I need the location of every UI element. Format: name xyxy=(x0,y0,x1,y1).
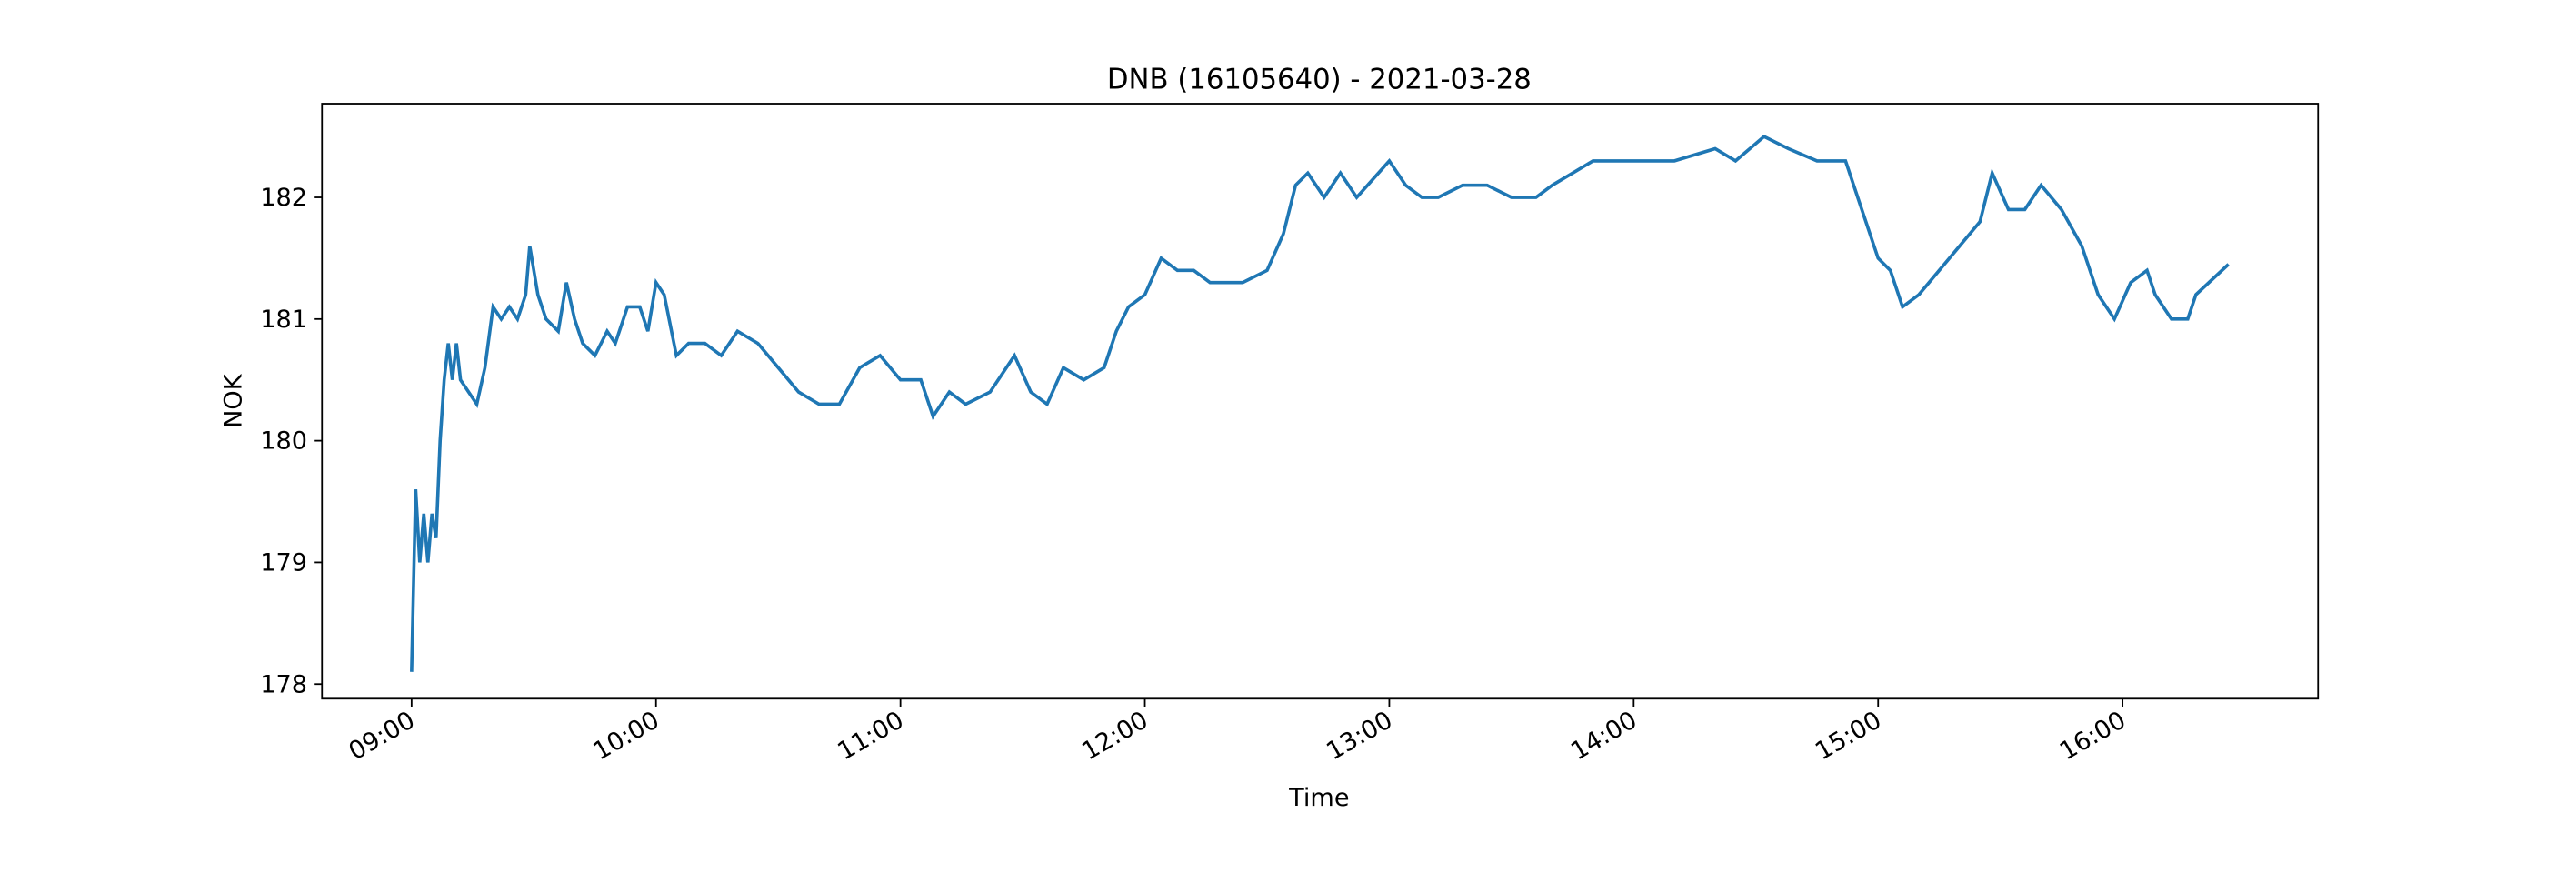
y-tick-label: 181 xyxy=(260,306,307,334)
price-line xyxy=(410,134,2230,672)
plot-frame xyxy=(321,103,2320,700)
x-axis-label: Time xyxy=(1288,784,1349,812)
chart-title: DNB (16105640) - 2021-03-28 xyxy=(1107,64,1532,96)
y-tick-label: 179 xyxy=(260,548,307,577)
y-tick-label: 178 xyxy=(260,670,307,698)
y-tick-label: 182 xyxy=(260,184,307,212)
y-axis-label: NOK xyxy=(220,373,248,428)
y-tick-label: 180 xyxy=(260,427,307,456)
